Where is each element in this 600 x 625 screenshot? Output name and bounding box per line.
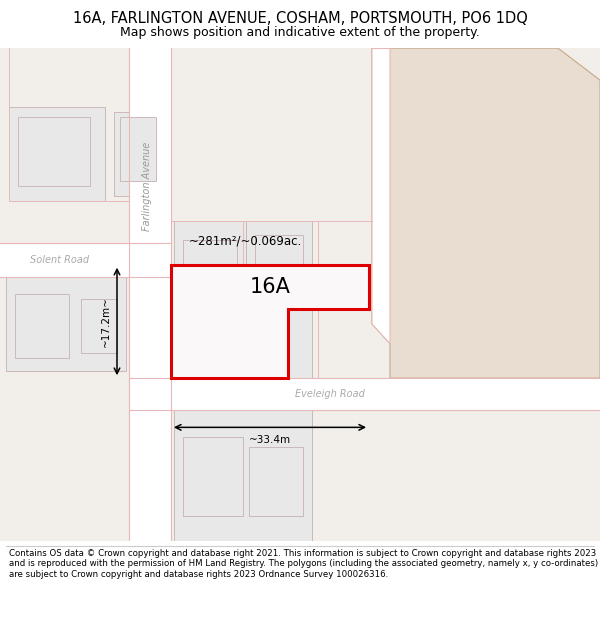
Bar [174,410,312,541]
Text: 16A, FARLINGTON AVENUE, COSHAM, PORTSMOUTH, PO6 1DQ: 16A, FARLINGTON AVENUE, COSHAM, PORTSMOU… [73,11,527,26]
Bar [183,240,237,319]
Bar [255,235,303,304]
Bar [0,242,171,277]
Bar [18,117,90,186]
Bar [129,378,600,410]
Text: Map shows position and indicative extent of the property.: Map shows position and indicative extent… [120,26,480,39]
Bar [81,299,117,354]
Polygon shape [372,48,600,378]
Text: Farlington Avenue: Farlington Avenue [142,141,152,231]
Bar [129,48,171,541]
Bar [183,438,243,516]
Text: 16A: 16A [250,277,290,297]
Bar [114,112,162,196]
Bar [15,294,69,358]
Bar [174,221,246,378]
Text: ~33.4m: ~33.4m [249,435,291,445]
Polygon shape [372,48,390,344]
Bar [249,447,303,516]
Text: Contains OS data © Crown copyright and database right 2021. This information is : Contains OS data © Crown copyright and d… [9,549,598,579]
Text: Eveleigh Road: Eveleigh Road [295,389,365,399]
Bar [9,107,105,201]
Bar [120,117,156,181]
Text: ~17.2m~: ~17.2m~ [101,296,111,347]
Bar [6,277,126,371]
Text: Solent Road: Solent Road [31,255,89,265]
Polygon shape [171,265,369,378]
Bar [183,331,207,371]
Bar [246,221,312,378]
Text: ~281m²/~0.069ac.: ~281m²/~0.069ac. [189,234,302,248]
